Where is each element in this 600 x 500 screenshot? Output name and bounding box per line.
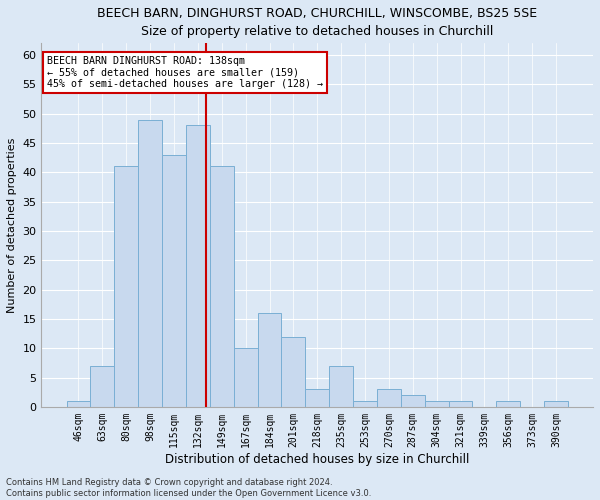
Bar [449, 401, 472, 407]
Bar [233, 348, 257, 407]
Bar [281, 336, 305, 407]
Y-axis label: Number of detached properties: Number of detached properties [7, 138, 17, 313]
Bar [138, 120, 162, 407]
Bar [544, 401, 568, 407]
Title: BEECH BARN, DINGHURST ROAD, CHURCHILL, WINSCOMBE, BS25 5SE
Size of property rela: BEECH BARN, DINGHURST ROAD, CHURCHILL, W… [97, 7, 538, 38]
Bar [210, 166, 233, 407]
Text: Contains HM Land Registry data © Crown copyright and database right 2024.
Contai: Contains HM Land Registry data © Crown c… [6, 478, 371, 498]
Bar [186, 126, 210, 407]
Bar [115, 166, 138, 407]
Bar [257, 313, 281, 407]
Bar [401, 395, 425, 407]
Bar [425, 401, 449, 407]
Bar [67, 401, 91, 407]
Bar [305, 390, 329, 407]
X-axis label: Distribution of detached houses by size in Churchill: Distribution of detached houses by size … [165, 452, 469, 466]
Bar [353, 401, 377, 407]
Bar [377, 390, 401, 407]
Text: BEECH BARN DINGHURST ROAD: 138sqm
← 55% of detached houses are smaller (159)
45%: BEECH BARN DINGHURST ROAD: 138sqm ← 55% … [47, 56, 323, 89]
Bar [91, 366, 115, 407]
Bar [496, 401, 520, 407]
Bar [329, 366, 353, 407]
Bar [162, 154, 186, 407]
